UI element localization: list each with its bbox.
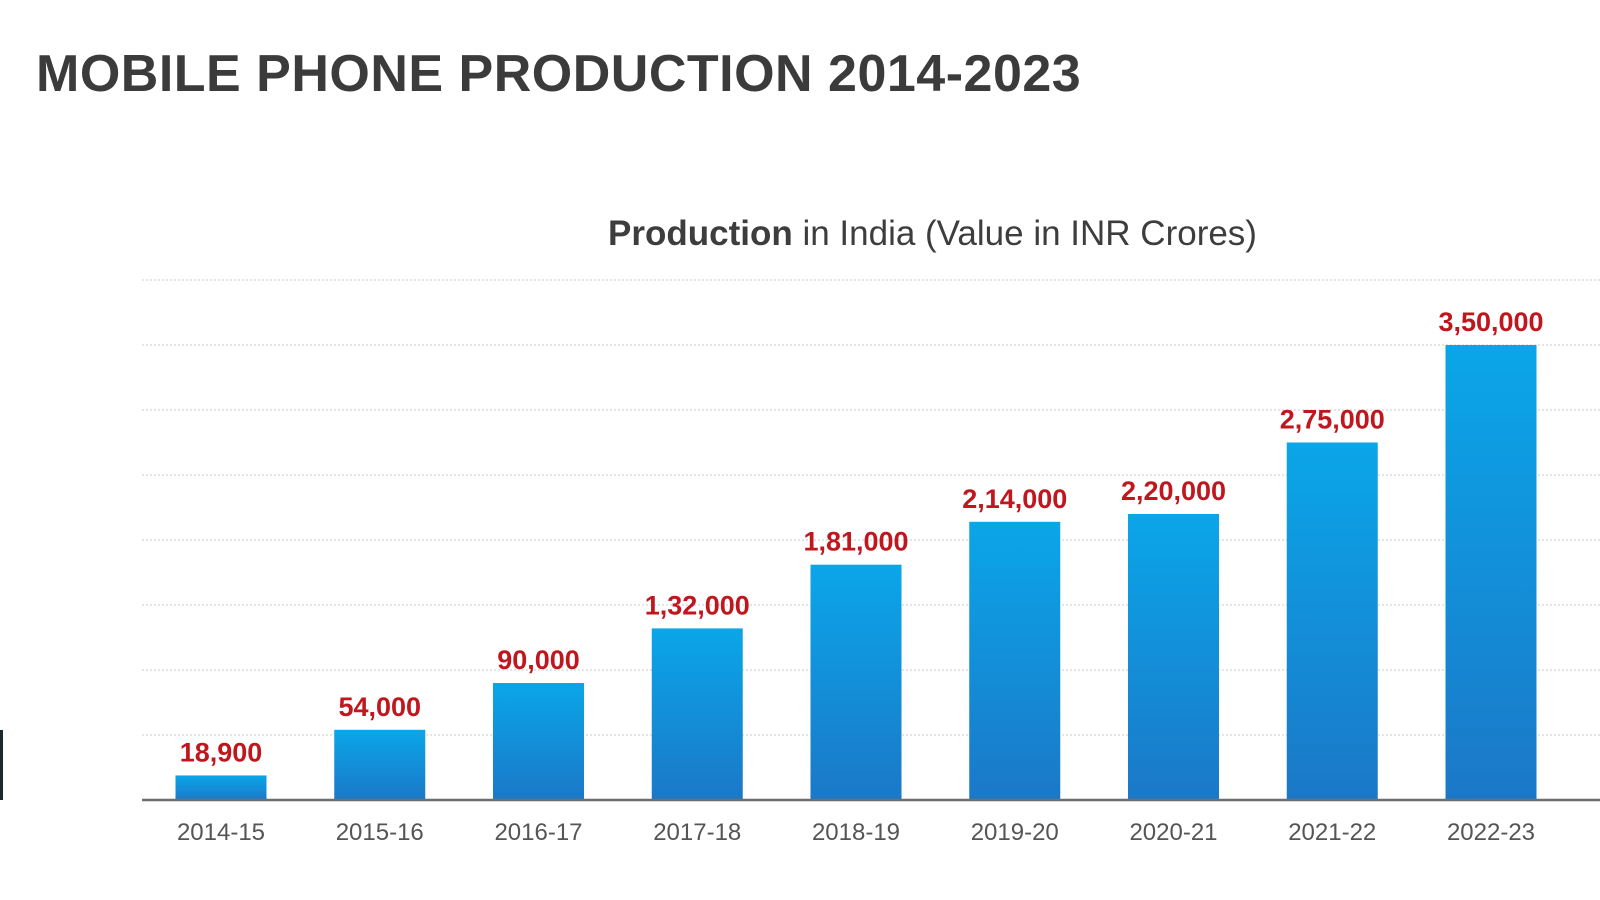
x-tick-label-2016-17: 2016-17 bbox=[494, 819, 582, 846]
value-label-2022-23: 3,50,000 bbox=[1438, 307, 1543, 337]
x-tick-label-2017-18: 2017-18 bbox=[653, 819, 741, 846]
page-title: MOBILE PHONE PRODUCTION 2014-2023 bbox=[36, 45, 1082, 103]
x-tick-label-2020-21: 2020-21 bbox=[1129, 819, 1217, 846]
value-label-2017-18: 1,32,000 bbox=[645, 590, 750, 620]
value-label-2020-21: 2,20,000 bbox=[1121, 476, 1226, 506]
value-labels: 18,900 54,000 90,000 1,32,000 1,81,000 2,14,0… bbox=[180, 307, 1544, 767]
bar-2017-18 bbox=[651, 628, 743, 800]
value-label-2016-17: 90,000 bbox=[497, 645, 580, 675]
x-tick-label-2022-23: 2022-23 bbox=[1447, 819, 1535, 846]
x-tick-label-2018-19: 2018-19 bbox=[812, 819, 900, 846]
bar-2016-17 bbox=[493, 683, 584, 800]
chart-title-bold: Production bbox=[608, 214, 793, 253]
x-axis-ticks: 2014-15 2015-16 2016-17 2017-18 2018-19 2019-… bbox=[177, 819, 1535, 846]
bar-2015-16 bbox=[334, 729, 426, 800]
x-tick-label-2015-16: 2015-16 bbox=[336, 819, 424, 846]
x-tick-label-2021-22: 2021-22 bbox=[1288, 819, 1376, 846]
x-tick-label-2019-20: 2019-20 bbox=[971, 819, 1059, 846]
value-label-2021-22: 2,75,000 bbox=[1280, 405, 1385, 435]
bar-2019-20 bbox=[969, 521, 1061, 800]
bar-2022-23 bbox=[1445, 345, 1537, 800]
value-label-2018-19: 1,81,000 bbox=[803, 527, 908, 557]
bar-2021-22 bbox=[1286, 442, 1378, 800]
value-label-2015-16: 54,000 bbox=[338, 692, 421, 722]
chart-title-rest: in India (Value in INR Crores) bbox=[792, 214, 1257, 253]
bar-2020-21 bbox=[1128, 514, 1219, 800]
x-tick-label-2014-15: 2014-15 bbox=[177, 819, 265, 846]
bar-2014-15 bbox=[175, 775, 267, 800]
bars bbox=[175, 345, 1537, 800]
bar-2018-19 bbox=[810, 564, 902, 800]
chart-title: Production in India (Value in INR Crores… bbox=[608, 214, 1257, 254]
left-edge-mark bbox=[0, 730, 3, 800]
value-label-2014-15: 18,900 bbox=[180, 737, 263, 767]
value-label-2019-20: 2,14,000 bbox=[962, 484, 1067, 514]
